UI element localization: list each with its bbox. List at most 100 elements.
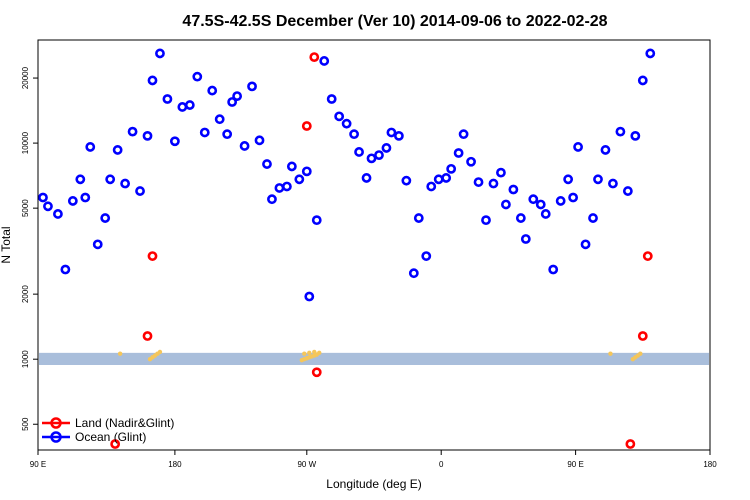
near-band-point <box>608 351 613 356</box>
ocean-point <box>341 118 352 129</box>
y-axis-ticks: 500 1000 2000 5000 10000 20000 <box>21 66 38 431</box>
ocean-point <box>60 264 71 275</box>
near-band-point <box>157 349 163 355</box>
ocean-point <box>555 196 566 206</box>
ocean-point <box>199 127 210 138</box>
ocean-point <box>381 143 392 153</box>
ocean-point <box>294 174 305 185</box>
ocean-point <box>281 181 292 192</box>
ocean-point <box>515 213 526 223</box>
ocean-point <box>593 174 603 185</box>
near-band-point <box>317 350 322 356</box>
ocean-point <box>155 48 165 59</box>
ocean-point <box>413 213 424 223</box>
ocean-point <box>433 174 444 185</box>
ocean-point <box>588 213 598 223</box>
x-tick-label: 180 <box>703 460 717 469</box>
ocean-point <box>311 215 322 226</box>
ocean-point <box>286 161 297 172</box>
ocean-point <box>319 56 330 66</box>
legend-ocean-marker <box>50 431 62 443</box>
legend-land-marker <box>50 417 62 429</box>
ocean-point <box>147 75 158 86</box>
land-point <box>110 439 121 449</box>
ocean-point <box>630 130 641 141</box>
ocean-point <box>508 184 519 195</box>
ocean-point <box>528 194 539 205</box>
ocean-point <box>127 126 138 137</box>
land-point <box>147 251 158 261</box>
ocean-point <box>488 178 499 189</box>
ocean-point <box>326 94 337 104</box>
ocean-point <box>573 142 583 152</box>
ocean-point <box>120 178 131 189</box>
x-tick-label: 90 E <box>567 460 583 469</box>
ocean-point <box>535 199 546 210</box>
legend-land-label: Land (Nadir&Glint) <box>75 416 174 430</box>
ocean-point <box>548 264 559 275</box>
ocean-point <box>207 85 218 96</box>
y-tick-label: 500 <box>21 417 30 431</box>
ocean-point <box>349 129 359 140</box>
land-point <box>309 52 320 63</box>
ocean-point <box>501 199 511 210</box>
ocean-point <box>637 75 648 86</box>
legend: Land (Nadir&Glint) Ocean (Glint) <box>42 416 174 444</box>
y-tick-label: 20000 <box>21 66 30 89</box>
ocean-point <box>85 142 96 152</box>
ocean-point <box>169 136 180 147</box>
ocean-point <box>254 135 265 146</box>
ocean-point <box>227 97 238 107</box>
ocean-point <box>466 156 476 167</box>
ocean-point <box>426 181 437 192</box>
ocean-point <box>67 196 78 206</box>
data-band <box>39 352 709 366</box>
ocean-point <box>53 209 63 219</box>
ocean-point <box>247 81 257 92</box>
x-axis-label: Longitude (deg E) <box>326 477 421 491</box>
ocean-points-layer <box>38 48 656 302</box>
ocean-point <box>75 174 86 185</box>
ocean-point <box>393 130 404 141</box>
land-point <box>642 251 653 261</box>
ocean-point <box>563 174 574 185</box>
ocean-point <box>105 174 116 185</box>
ocean-point <box>239 141 250 151</box>
ocean-point <box>458 129 469 140</box>
ocean-point <box>600 145 611 155</box>
ocean-point <box>334 111 345 122</box>
ocean-point <box>100 213 111 223</box>
ocean-point <box>112 145 123 155</box>
ocean-point <box>386 127 397 138</box>
ocean-point <box>192 71 203 82</box>
chart-title: 47.5S-42.5S December (Ver 10) 2014-09-06… <box>182 13 607 30</box>
ocean-point <box>615 126 626 137</box>
ocean-point <box>441 173 452 183</box>
ocean-point <box>184 100 195 110</box>
ocean-point <box>232 91 243 102</box>
ocean-point <box>374 150 384 160</box>
ocean-point <box>80 192 91 203</box>
ocean-point <box>142 130 153 141</box>
y-tick-label: 10000 <box>21 131 30 154</box>
y-axis-label: N Total <box>0 226 13 263</box>
ocean-point <box>473 177 484 187</box>
plot-frame <box>37 39 711 451</box>
ocean-point <box>135 186 145 196</box>
x-tick-label: 90 E <box>30 460 46 469</box>
ocean-point <box>361 173 372 183</box>
ocean-point <box>262 159 272 169</box>
near-band-point <box>307 350 312 356</box>
ocean-point <box>301 166 312 177</box>
ocean-point <box>177 102 188 112</box>
land-point <box>301 121 312 131</box>
ocean-point <box>38 192 48 203</box>
ocean-point <box>421 251 432 261</box>
ocean-point <box>267 194 277 205</box>
land-point <box>311 367 322 378</box>
land-point <box>142 331 153 341</box>
ocean-point <box>92 239 103 250</box>
ocean-point <box>214 114 225 125</box>
near-band-point <box>117 351 123 356</box>
land-points-layer <box>110 52 653 449</box>
